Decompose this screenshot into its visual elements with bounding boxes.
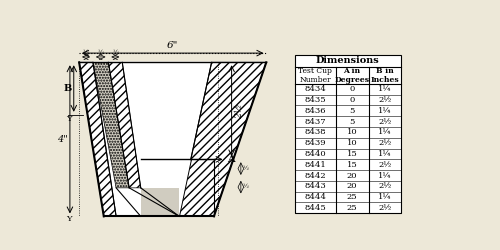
Text: 2½: 2½ (234, 103, 244, 119)
Text: Test Cup
Number: Test Cup Number (298, 67, 332, 84)
Text: ½: ½ (98, 50, 103, 56)
Text: B: B (63, 84, 72, 93)
Text: B in
Inches: B in Inches (370, 67, 399, 84)
Text: 4": 4" (57, 135, 68, 144)
Text: 2½: 2½ (378, 204, 392, 212)
Text: 2½: 2½ (378, 96, 392, 104)
Text: 6": 6" (166, 41, 178, 50)
Text: 8445: 8445 (304, 204, 326, 212)
Text: 8441: 8441 (304, 161, 326, 169)
Text: 8436: 8436 (304, 107, 326, 115)
Text: 8439: 8439 (304, 139, 326, 147)
Text: 8437: 8437 (304, 118, 326, 126)
Text: 2½: 2½ (378, 139, 392, 147)
Polygon shape (141, 188, 179, 216)
Text: 25: 25 (347, 193, 358, 201)
Text: 2½: 2½ (378, 118, 392, 126)
Polygon shape (79, 62, 266, 216)
Text: Dimensions: Dimensions (316, 56, 380, 65)
Text: 8434: 8434 (304, 85, 326, 93)
Text: ½: ½ (83, 50, 89, 56)
Text: 0: 0 (350, 96, 354, 104)
Text: 0: 0 (350, 85, 354, 93)
Polygon shape (79, 62, 266, 216)
Text: 20: 20 (347, 182, 358, 190)
Text: Y: Y (66, 216, 71, 224)
Text: 8435: 8435 (304, 96, 326, 104)
Text: 8438: 8438 (304, 128, 326, 136)
Text: A in
Degrees: A in Degrees (334, 67, 370, 84)
Text: 5: 5 (350, 107, 355, 115)
Text: 15: 15 (346, 161, 358, 169)
Text: 10: 10 (347, 128, 358, 136)
Text: 1¼: 1¼ (378, 172, 392, 179)
Text: 15: 15 (346, 150, 358, 158)
Text: 20: 20 (347, 172, 358, 179)
Text: 25: 25 (347, 204, 358, 212)
Text: ½: ½ (112, 50, 118, 56)
Bar (295, 55, 401, 213)
Polygon shape (79, 62, 116, 216)
Polygon shape (191, 62, 266, 216)
Text: ½: ½ (242, 166, 248, 171)
Text: 8443: 8443 (304, 182, 326, 190)
Polygon shape (108, 62, 141, 188)
Text: 5: 5 (350, 118, 355, 126)
Text: 1¼: 1¼ (378, 128, 392, 136)
Text: A: A (227, 155, 234, 164)
Text: ½: ½ (242, 184, 248, 190)
Text: 2½: 2½ (378, 182, 392, 190)
Text: 8442: 8442 (304, 172, 326, 179)
Text: 1¼: 1¼ (378, 150, 392, 158)
Text: 1¼: 1¼ (378, 85, 392, 93)
Text: 2½: 2½ (378, 161, 392, 169)
Text: 8444: 8444 (304, 193, 326, 201)
Text: 1¼: 1¼ (378, 193, 392, 201)
Text: 10: 10 (347, 139, 358, 147)
Polygon shape (122, 62, 214, 216)
Text: 8440: 8440 (304, 150, 326, 158)
Polygon shape (179, 159, 214, 216)
Text: Y: Y (66, 115, 71, 123)
Polygon shape (93, 62, 129, 188)
Text: 1¼: 1¼ (378, 107, 392, 115)
